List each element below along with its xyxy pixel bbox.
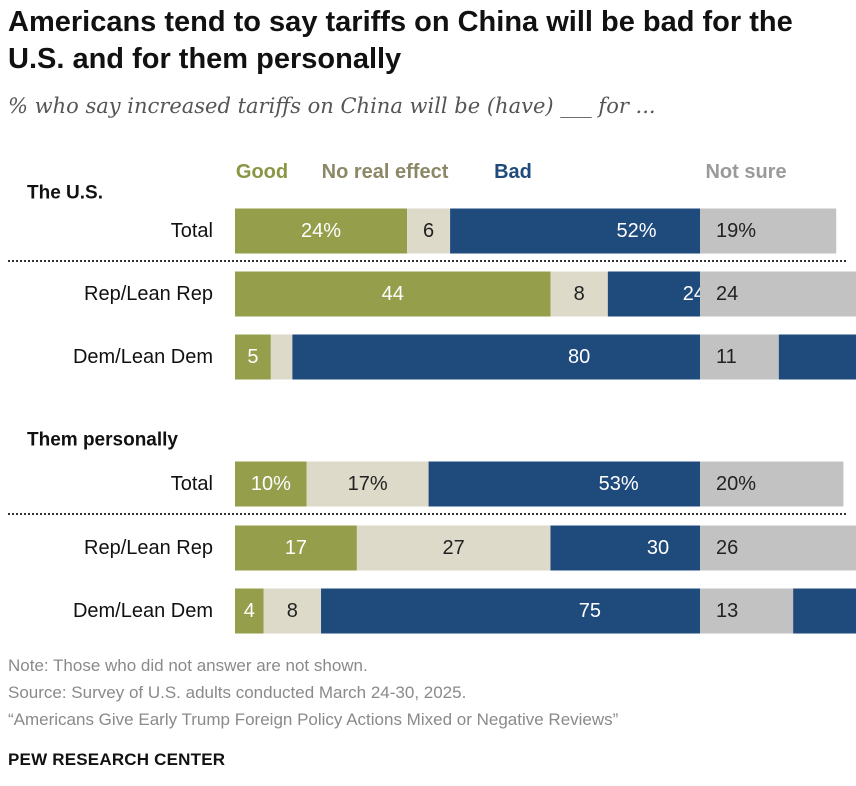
bar-not-sure: [700, 588, 794, 634]
bar-not-sure-label: 19%: [716, 220, 756, 242]
bar-good-label: 4: [244, 600, 255, 622]
bar-not-sure-label: 20%: [716, 473, 756, 495]
bar-good-label: 5: [247, 346, 258, 368]
bar-good: [235, 334, 271, 380]
bar-bad-label: 52%: [617, 220, 657, 242]
bar-good: [235, 461, 307, 507]
source-text: Source: Survey of U.S. adults conducted …: [8, 683, 467, 702]
bar-good: [235, 588, 264, 634]
note-text: Note: Those who did not answer are not s…: [8, 656, 368, 675]
bar-good: [235, 208, 408, 254]
bar-bad-label: 53%: [599, 473, 639, 495]
bar-good-label: 17: [285, 537, 307, 559]
bar-not-sure: [700, 208, 837, 254]
bar-good: [235, 525, 357, 571]
row-label: Total: [171, 220, 213, 242]
bar-not-sure: [700, 525, 856, 571]
pew-research-center-logo: PEW RESEARCH CENTER: [8, 750, 226, 769]
bar-no-real-effect: [550, 271, 608, 317]
row-label: Rep/Lean Rep: [84, 537, 213, 559]
bar-no-real-effect-label: 8: [287, 600, 298, 622]
bar-no-real-effect-label: 8: [574, 283, 585, 305]
bar-no-real-effect: [270, 334, 293, 380]
bar-bad-label: 30: [647, 537, 669, 559]
bar-no-real-effect-label: 6: [423, 220, 434, 242]
bar-good-label: 10%: [251, 473, 291, 495]
legend-bad: Bad: [494, 161, 532, 183]
bar-not-sure-label: 13: [716, 600, 738, 622]
bar-no-real-effect-label: 17%: [348, 473, 388, 495]
chart-title: Americans tend to say tariffs on China w…: [8, 6, 793, 75]
section-title: The U.S.: [27, 183, 103, 204]
bar-good-label: 24%: [301, 220, 341, 242]
bar-bad-label: 80: [568, 346, 590, 368]
row-label: Dem/Lean Dem: [73, 600, 213, 622]
bar-not-sure-label: 11: [716, 346, 737, 368]
bar-bad-label: 24: [683, 283, 705, 305]
report-title-text: “Americans Give Early Trump Foreign Poli…: [8, 710, 619, 729]
bar-not-sure-label: 24: [716, 283, 738, 305]
stacked-bar-chart: Good No real effect Bad Not sure The U.S. Tot…: [8, 161, 856, 634]
row-label: Rep/Lean Rep: [84, 283, 213, 305]
bar-not-sure: [700, 461, 844, 507]
bar-no-real-effect: [407, 208, 451, 254]
bar-no-real-effect: [306, 461, 429, 507]
bar-not-sure-label: 26: [716, 537, 738, 559]
bar-good-label: 44: [382, 283, 404, 305]
legend-not-sure: Not sure: [705, 161, 786, 183]
row-label: Dem/Lean Dem: [73, 346, 213, 368]
legend-good: Good: [236, 161, 288, 183]
row-label: Total: [171, 473, 213, 495]
bar-bad-label: 75: [579, 600, 601, 622]
section-title: Them personally: [27, 430, 178, 451]
bar-no-real-effect-label: 27: [443, 537, 465, 559]
bar-not-sure: [700, 271, 856, 317]
legend-no-real-effect: No real effect: [322, 161, 449, 183]
bar-no-real-effect: [263, 588, 322, 634]
chart-subtitle: % who say increased tariffs on China wil…: [8, 94, 656, 118]
bar-not-sure: [700, 334, 779, 380]
bar-no-real-effect: [356, 525, 551, 571]
bar-good: [235, 271, 551, 317]
